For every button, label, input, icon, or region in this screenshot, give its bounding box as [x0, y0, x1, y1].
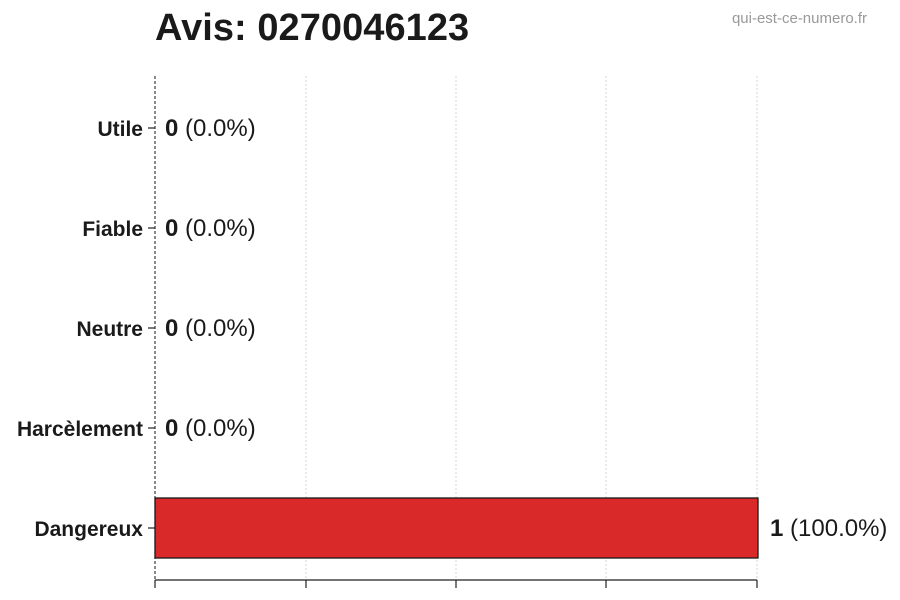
svg-text:0 (0.0%): 0 (0.0%)	[165, 415, 256, 442]
svg-text:0 (0.0%): 0 (0.0%)	[165, 315, 256, 342]
svg-text:0 (0.0%): 0 (0.0%)	[165, 115, 256, 142]
svg-text:0 (0.0%): 0 (0.0%)	[165, 215, 256, 242]
svg-text:Utile: Utile	[97, 118, 143, 141]
svg-text:1 (100.0%): 1 (100.0%)	[770, 515, 887, 542]
svg-text:Dangereux: Dangereux	[34, 518, 143, 541]
svg-text:Fiable: Fiable	[82, 218, 143, 241]
svg-text:Harcèlement: Harcèlement	[17, 418, 143, 441]
svg-text:Neutre: Neutre	[76, 318, 143, 341]
